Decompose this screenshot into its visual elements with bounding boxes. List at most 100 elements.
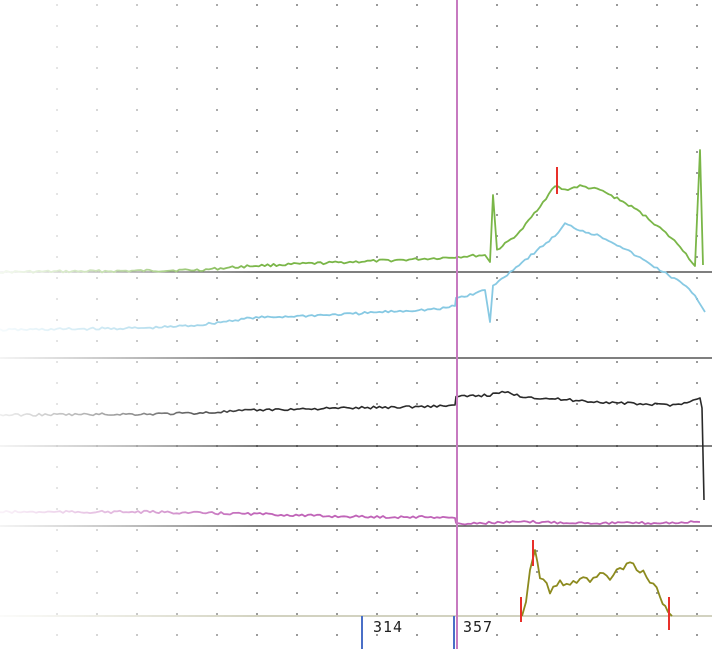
grid-dot: [416, 403, 418, 405]
grid-dot: [296, 571, 298, 573]
grid-dot: [536, 151, 538, 153]
grid-dot: [296, 256, 298, 258]
grid-dot: [696, 424, 698, 426]
grid-dot: [256, 403, 258, 405]
grid-dot: [296, 508, 298, 510]
grid-dot: [96, 529, 98, 531]
grid-dot: [176, 46, 178, 48]
trace-series-1: [0, 149, 704, 274]
grid-dots: [56, 4, 698, 636]
grid-dot: [616, 634, 618, 636]
grid-dot: [216, 4, 218, 6]
grid-dot: [96, 508, 98, 510]
grid-dot: [96, 613, 98, 615]
grid-dot: [576, 592, 578, 594]
grid-dot: [656, 550, 658, 552]
grid-dot: [576, 130, 578, 132]
grid-dot: [56, 256, 58, 258]
grid-dot: [696, 193, 698, 195]
grid-dot: [56, 25, 58, 27]
grid-dot: [656, 319, 658, 321]
grid-dot: [56, 613, 58, 615]
grid-dot: [616, 46, 618, 48]
trace-series-2: [0, 222, 706, 332]
grid-dot: [656, 361, 658, 363]
grid-dot: [256, 277, 258, 279]
grid-dot: [296, 319, 298, 321]
grid-dot: [376, 424, 378, 426]
grid-dot: [216, 592, 218, 594]
grid-dot: [376, 109, 378, 111]
grid-dot: [136, 529, 138, 531]
grid-dot: [616, 550, 618, 552]
grid-dot: [336, 214, 338, 216]
grid-dot: [176, 592, 178, 594]
grid-dot: [696, 25, 698, 27]
grid-dot: [256, 508, 258, 510]
grid-dot: [176, 88, 178, 90]
grid-dot: [96, 256, 98, 258]
grid-dot: [416, 172, 418, 174]
grid-dot: [256, 214, 258, 216]
grid-dot: [616, 466, 618, 468]
grid-dot: [296, 67, 298, 69]
grid-dot: [216, 109, 218, 111]
grid-dot: [496, 529, 498, 531]
grid-dot: [216, 466, 218, 468]
grid-dot: [176, 130, 178, 132]
grid-dot: [656, 592, 658, 594]
grid-dot: [616, 214, 618, 216]
grid-dot: [376, 319, 378, 321]
grid-dot: [136, 67, 138, 69]
grid-dot: [496, 25, 498, 27]
grid-dot: [536, 550, 538, 552]
grid-dot: [696, 4, 698, 6]
grid-dot: [496, 298, 498, 300]
grid-dot: [136, 4, 138, 6]
grid-dot: [696, 172, 698, 174]
grid-dot: [176, 298, 178, 300]
grid-dot: [416, 46, 418, 48]
baselines: [0, 271, 712, 617]
grid-dot: [536, 214, 538, 216]
grid-dot: [56, 487, 58, 489]
grid-dot: [176, 172, 178, 174]
grid-dot: [336, 109, 338, 111]
grid-dot: [496, 592, 498, 594]
grid-dot: [416, 487, 418, 489]
grid-dot: [296, 235, 298, 237]
grid-dot: [616, 361, 618, 363]
grid-dot: [576, 67, 578, 69]
grid-dot: [256, 529, 258, 531]
grid-dot: [336, 592, 338, 594]
grid-dot: [296, 88, 298, 90]
grid-dot: [216, 67, 218, 69]
grid-dot: [336, 67, 338, 69]
grid-dot: [536, 172, 538, 174]
grid-dot: [176, 466, 178, 468]
grid-dot: [176, 193, 178, 195]
grid-dot: [696, 109, 698, 111]
grid-dot: [336, 508, 338, 510]
grid-dot: [176, 4, 178, 6]
grid-dot: [496, 382, 498, 384]
grid-dot: [656, 277, 658, 279]
grid-dot: [376, 4, 378, 6]
grid-dot: [176, 109, 178, 111]
grid-dot: [336, 634, 338, 636]
grid-dot: [176, 277, 178, 279]
grid-dot: [616, 403, 618, 405]
grid-dot: [656, 193, 658, 195]
grid-dot: [296, 382, 298, 384]
grid-dot: [616, 298, 618, 300]
grid-dot: [176, 613, 178, 615]
grid-dot: [56, 361, 58, 363]
grid-dot: [416, 340, 418, 342]
grid-dot: [496, 172, 498, 174]
grid-dot: [616, 382, 618, 384]
grid-dot: [176, 508, 178, 510]
grid-dot: [656, 487, 658, 489]
grid-dot: [656, 214, 658, 216]
grid-dot: [136, 613, 138, 615]
grid-dot: [176, 424, 178, 426]
